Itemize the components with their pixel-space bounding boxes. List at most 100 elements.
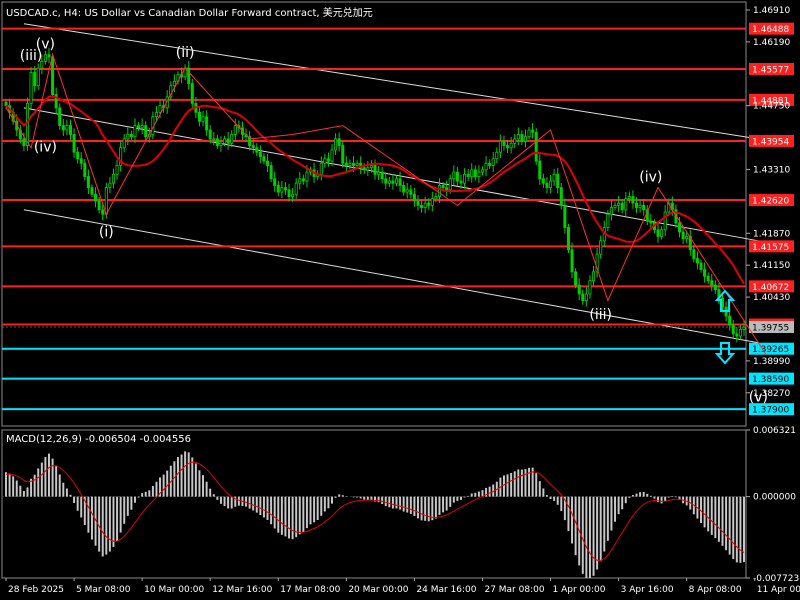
- candle-body: [255, 147, 259, 153]
- candle-body: [463, 173, 467, 184]
- price-level-label: 1.39265: [752, 345, 789, 355]
- candle-body: [412, 193, 416, 202]
- candle-body: [635, 202, 639, 208]
- macd-title: MACD(12,26,9) -0.006504 -0.004556: [6, 434, 191, 445]
- candle-body: [624, 198, 628, 211]
- macd-y-tick-label: 0.000000: [753, 493, 796, 503]
- candle-body: [574, 271, 578, 286]
- price-level-tag: [749, 194, 794, 207]
- candle-body: [588, 280, 592, 295]
- candle-body: [215, 138, 219, 146]
- candle-body: [549, 180, 553, 189]
- candle-body: [197, 111, 201, 122]
- candle-body: [72, 134, 76, 153]
- candle-body: [40, 60, 44, 69]
- candle-body: [699, 262, 703, 271]
- candle-body: [577, 284, 581, 295]
- channel-line-upper: [23, 23, 759, 140]
- candle-body: [656, 229, 660, 237]
- candle-body: [129, 134, 133, 138]
- y-tick-label: 1.44750: [753, 102, 790, 112]
- candle-body: [208, 129, 212, 140]
- price-level-label: 1.44881: [752, 96, 789, 106]
- candle-body: [437, 185, 441, 197]
- x-tick-label: 28 Feb 2025: [8, 585, 64, 595]
- y-tick-label: 1.38990: [753, 357, 790, 367]
- candle-body: [441, 185, 445, 189]
- candle-body: [119, 147, 123, 166]
- wave-label: (iii): [589, 307, 612, 323]
- candle-body: [283, 187, 287, 191]
- candle-body: [137, 125, 141, 129]
- macd-signal-line: [5, 461, 745, 561]
- candle-body: [559, 187, 563, 206]
- macd-y-tick-label: -0.007723: [753, 574, 799, 584]
- candle-body: [423, 202, 427, 208]
- macd-y-tick-label: 0.006321: [753, 426, 796, 436]
- price-level-label: 1.37900: [752, 406, 789, 416]
- candle-body: [276, 185, 280, 193]
- candle-body: [584, 293, 588, 302]
- candle-body: [187, 67, 191, 84]
- price-level-tag: [749, 63, 794, 76]
- candle-body: [552, 173, 556, 182]
- candle-body: [452, 171, 456, 180]
- candle-body: [29, 72, 33, 104]
- x-tick-label: 20 Mar 00:00: [348, 585, 408, 595]
- candle-body: [25, 103, 30, 146]
- candle-body: [126, 134, 130, 140]
- wave-label: (v): [36, 37, 55, 53]
- price-level-tag: [749, 403, 794, 416]
- candle-body: [280, 187, 284, 193]
- candle-body: [140, 125, 144, 129]
- macd-panel-frame: [1, 429, 747, 579]
- candle-body: [420, 204, 424, 208]
- candle-body: [606, 213, 610, 228]
- candle-body: [305, 171, 309, 182]
- candle-body: [387, 180, 391, 184]
- candle-body: [566, 227, 570, 251]
- arrow-down-icon: [714, 342, 736, 365]
- candle-body: [273, 178, 277, 186]
- candle-body: [409, 189, 413, 195]
- candle-body: [581, 293, 585, 302]
- candle-body: [527, 129, 531, 138]
- candle-body: [405, 189, 409, 193]
- candle-body: [201, 116, 205, 122]
- elliott-wave-path: [5, 52, 766, 355]
- candle-body: [298, 178, 302, 184]
- wave-label: (iii): [20, 48, 43, 64]
- candle-body: [394, 178, 399, 184]
- candle-body: [94, 193, 98, 202]
- candle-body: [115, 165, 119, 175]
- candle-body: [742, 326, 746, 330]
- candle-body: [330, 149, 334, 162]
- candle-body: [4, 101, 8, 107]
- candle-body: [516, 134, 520, 140]
- candle-body: [477, 171, 481, 177]
- candle-body: [667, 202, 671, 213]
- candle-body: [695, 258, 699, 264]
- y-tick-label: 1.41870: [753, 229, 790, 239]
- candle-body: [101, 209, 105, 215]
- chart-title: USDCAD.c, H4: US Dollar vs Canadian Doll…: [6, 8, 373, 19]
- candle-body: [341, 145, 345, 164]
- candle-body: [33, 72, 37, 87]
- candle-body: [430, 198, 434, 206]
- candle-body: [480, 169, 484, 173]
- candle-body: [692, 249, 696, 259]
- candle-body: [362, 167, 366, 171]
- candle-body: [563, 204, 567, 228]
- candle-body: [455, 171, 459, 182]
- candle-body: [434, 196, 438, 200]
- candle-body: [502, 140, 506, 146]
- candle-body: [609, 207, 613, 215]
- candle-body: [688, 235, 692, 251]
- candle-body: [366, 167, 370, 171]
- price-level-tag: [749, 134, 794, 147]
- candle-body: [68, 125, 72, 135]
- candle-body: [76, 151, 80, 160]
- x-tick-label: 8 Apr 08:00: [689, 585, 742, 595]
- candle-body: [738, 329, 742, 337]
